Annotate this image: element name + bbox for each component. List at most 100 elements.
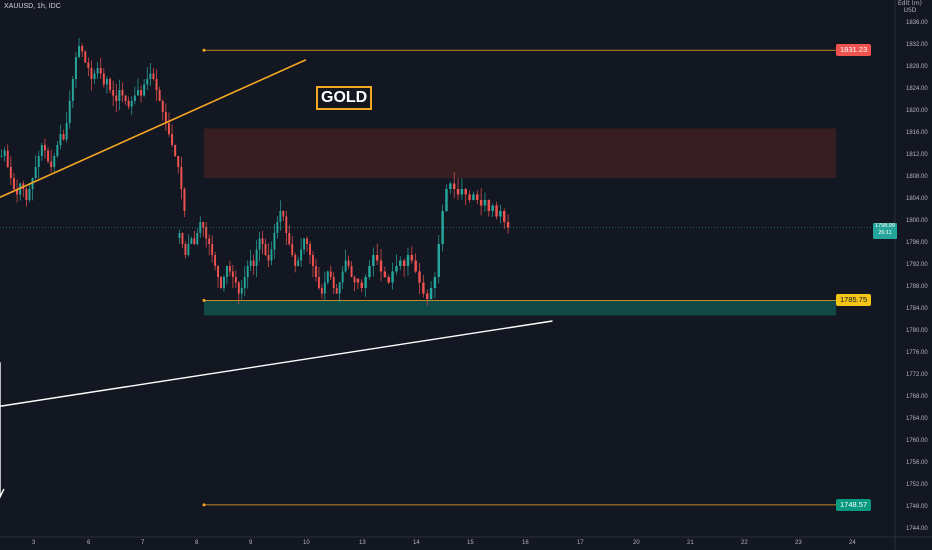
x-tick-label: 3 [32,540,36,546]
y-tick-label: 1752.00 [906,482,928,488]
x-tick-label: 24 [849,540,856,546]
candle-body [3,150,6,156]
candle-body [202,222,205,228]
candle-body [499,211,502,217]
candle-body [149,73,152,79]
candle-body [187,244,190,255]
candle-body [136,90,139,96]
candle-body [99,68,102,74]
candle-body [364,277,367,288]
y-tick-label: 1808.00 [906,174,928,180]
support-level-anchor [202,298,206,302]
candle-body [130,101,133,107]
x-tick-label: 17 [577,540,584,546]
x-tick-label: 20 [633,540,640,546]
candle-body [246,266,249,277]
candle-body [294,255,297,266]
candle-body [495,205,498,217]
candle-body [143,84,146,96]
candle-body [338,282,341,294]
countdown-value: 26:11 [878,230,892,236]
gold-annotation[interactable]: GOLD [316,86,373,110]
x-tick-label: 21 [687,540,694,546]
candle-body [276,222,279,233]
currency-label: Edit (m) USD [895,0,925,14]
candle-body [231,271,234,277]
y-tick-label: 1764.00 [906,416,928,422]
y-tick-label: 1780.00 [906,328,928,334]
candle-body [402,260,406,266]
candle-body [34,167,37,178]
candle-body [418,271,421,283]
candle-body [267,255,270,261]
candle-body [379,260,383,272]
candle-body [152,73,155,79]
candle-body [118,90,121,101]
candle-body [506,222,510,228]
candle-body [93,73,96,79]
candle-body [288,233,291,244]
candle-body [6,150,9,167]
candle-body [183,189,186,211]
candle-body [399,260,402,266]
candle-body [124,95,127,101]
candle-body [323,282,326,294]
target-level-anchor [202,503,206,507]
candle-body [164,112,167,123]
candle-body [375,255,379,261]
candle-body [184,244,187,255]
y-tick-label: 1804.00 [906,196,928,202]
candle-body [196,233,199,244]
x-tick-label: 16 [522,540,529,546]
candle-body [12,178,15,189]
candle-body [121,90,124,96]
candle-body [249,260,252,266]
candle-body [109,79,112,90]
candle-body [87,62,90,68]
candle-body [468,194,471,200]
y-tick-label: 1784.00 [906,306,928,312]
support-price-label[interactable]: 1785.75 [836,294,872,307]
y-tick-label: 1776.00 [906,350,928,356]
candle-body [297,260,300,266]
candle-body [383,271,387,277]
candle-body [320,288,323,294]
supply-zone [204,128,836,178]
candle-body [410,255,414,261]
candle-body [252,260,255,266]
candle-body [237,282,240,294]
candle-body [350,266,353,277]
candle-body [441,211,444,244]
x-tick-label: 9 [249,540,253,546]
candle-body [273,233,276,250]
candle-body [0,156,3,157]
candle-body [243,277,246,288]
candle-body [306,238,308,244]
candle-body [53,156,56,167]
candle-body [315,266,317,277]
candle-body [309,244,311,255]
candle-body [133,95,136,101]
candle-body [258,238,261,250]
candle-body [208,238,211,244]
candle-body [84,51,87,63]
candle-body [62,134,65,140]
x-tick-label: 8 [195,540,199,546]
y-tick-label: 1792.00 [906,262,928,268]
candle-body [264,244,267,255]
candle-body [433,277,437,288]
candle-body [329,271,332,277]
resistance-price-label[interactable]: 1831.23 [836,44,872,57]
candle-body [90,68,93,79]
candle-body [291,244,294,255]
candle-body [483,200,487,206]
candle-body [65,123,68,140]
candle-body [317,277,320,288]
candle-body [332,277,335,288]
candle-body [214,255,217,266]
candle-body [303,238,306,250]
target-price-label[interactable]: 1748.57 [836,498,872,511]
candle-body [96,68,99,74]
y-tick-label: 1824.00 [906,86,928,92]
